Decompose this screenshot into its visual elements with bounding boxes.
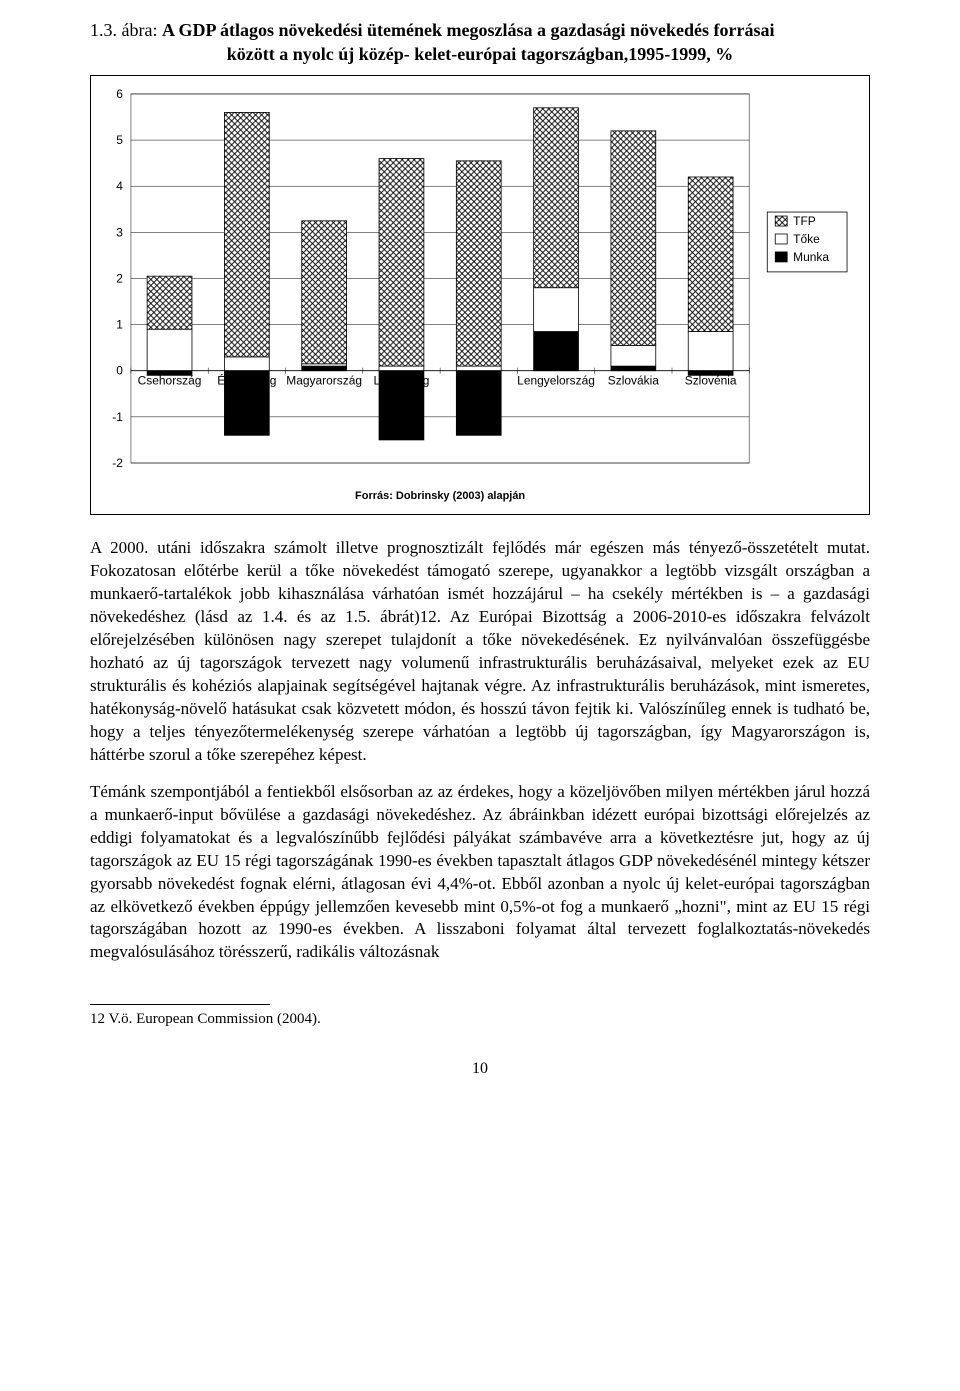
svg-text:1: 1 — [116, 317, 123, 331]
svg-text:Lettország: Lettország — [374, 373, 430, 387]
body-paragraph-2: Témánk szempontjából a fentiekből elsőso… — [90, 781, 870, 965]
svg-text:3: 3 — [116, 225, 123, 239]
figure-title-line2: között a nyolc új közép- kelet-európai t… — [90, 42, 870, 66]
svg-text:-2: -2 — [112, 456, 123, 470]
gdp-growth-chart: -2 -1 0 1 2 3 4 5 6 Csehország Észtország Magyarors… — [91, 76, 869, 515]
svg-text:Szlovénia: Szlovénia — [685, 373, 737, 387]
body-paragraph-1: A 2000. utáni időszakra számolt illetve … — [90, 537, 870, 766]
svg-text:Csehország: Csehország — [138, 373, 202, 387]
svg-text:4: 4 — [116, 179, 123, 193]
figure-lead: 1.3. ábra: — [90, 20, 162, 40]
svg-text:Litvánia: Litvánia — [458, 373, 500, 387]
svg-text:-1: -1 — [112, 409, 123, 423]
chart-container: -2 -1 0 1 2 3 4 5 6 Csehország Észtország Magyarors… — [90, 75, 870, 516]
svg-text:0: 0 — [116, 363, 123, 377]
figure-title: 1.3. ábra: A GDP átlagos növekedési ütem… — [90, 18, 870, 67]
svg-text:6: 6 — [116, 87, 123, 101]
page-number: 10 — [90, 1058, 870, 1080]
figure-title-line1: A GDP átlagos növekedési ütemének megosz… — [162, 20, 774, 40]
svg-text:5: 5 — [116, 133, 123, 147]
svg-text:Tőke: Tőke — [793, 232, 820, 246]
svg-text:Szlovákia: Szlovákia — [608, 373, 660, 387]
svg-text:Forrás: Dobrinsky (2003) alapj: Forrás: Dobrinsky (2003) alapján — [355, 489, 525, 501]
svg-text:Észtország: Észtország — [217, 372, 276, 387]
footnote: 12 V.ö. European Commission (2004). — [90, 1009, 870, 1029]
footnote-separator — [90, 1004, 270, 1005]
svg-text:Magyarország: Magyarország — [286, 373, 362, 387]
svg-text:Lengyelország: Lengyelország — [517, 373, 595, 387]
svg-text:2: 2 — [116, 271, 123, 285]
svg-text:TFP: TFP — [793, 214, 816, 228]
svg-text:Munka: Munka — [793, 250, 829, 264]
